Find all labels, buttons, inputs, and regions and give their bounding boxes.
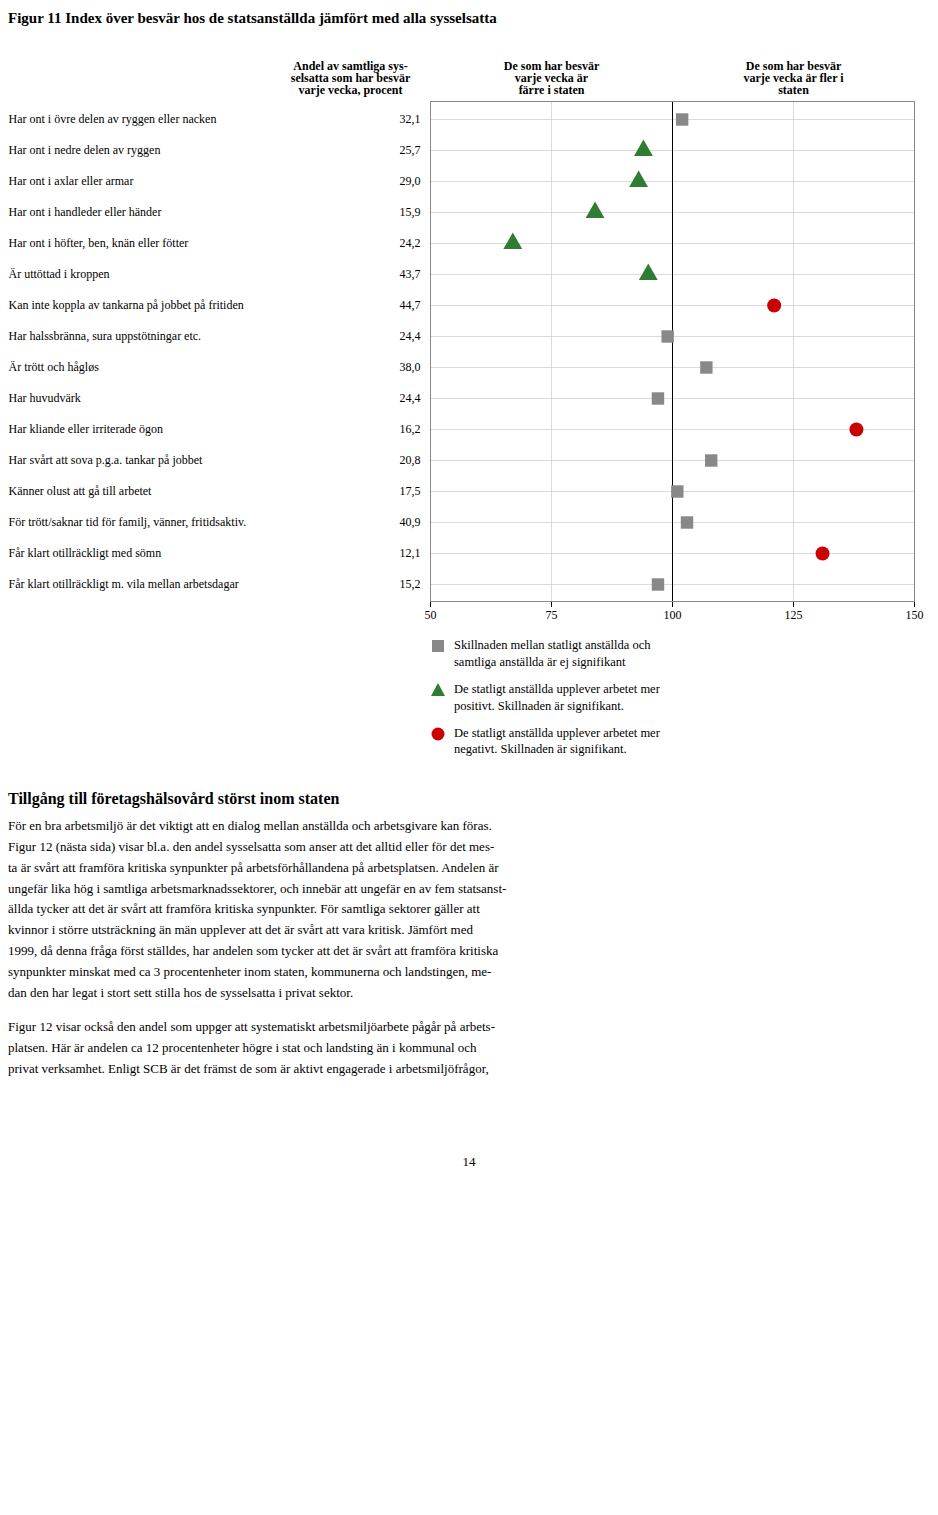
svg-text:43,7: 43,7 [400, 267, 421, 281]
html-text:För en bra arbetsmiljö är det: För en bra arbetsmiljö är det viktigt at… [8, 818, 507, 1000]
svg-text:Har ont i nedre delen av rygge: Har ont i nedre delen av ryggen [9, 143, 161, 157]
svg-text:Andel av samtliga sys-selsatta: Andel av samtliga sys-selsatta som har b… [291, 59, 411, 97]
svg-text:Är uttöttad i kroppen: Är uttöttad i kroppen [9, 267, 110, 281]
svg-text:Har svårt att sova p.g.a. tank: Har svårt att sova p.g.a. tankar på jobb… [9, 453, 204, 467]
svg-text:Känner olust att gå till arbet: Känner olust att gå till arbetet [9, 484, 153, 498]
svg-text:Har kliande eller irriterade ö: Har kliande eller irriterade ögon [9, 422, 164, 436]
html-text:Skillnaden mellan statligt ans: Skillnaden mellan statligt anställda och… [454, 638, 651, 669]
svg-text:Kan inte koppla av tankarna på: Kan inte koppla av tankarna på jobbet på… [9, 298, 244, 312]
svg-text:15,2: 15,2 [400, 577, 421, 591]
svg-text:Har huvudvärk: Har huvudvärk [9, 391, 81, 405]
svg-text:12,1: 12,1 [400, 546, 421, 560]
svg-text:24,2: 24,2 [400, 236, 421, 250]
svg-text:De som har besvärvarje vecka ä: De som har besvärvarje vecka är fler ist… [743, 59, 844, 97]
svg-text:16,2: 16,2 [400, 422, 421, 436]
html-text:Figur 12 visar också den andel: Figur 12 visar också den andel som uppge… [8, 1019, 495, 1076]
svg-text:För trött/saknar tid för famil: För trött/saknar tid för familj, vänner,… [9, 515, 247, 529]
svg-text:44,7: 44,7 [400, 298, 421, 312]
svg-text:Har halssbränna, sura uppstötn: Har halssbränna, sura uppstötningar etc. [9, 329, 202, 343]
svg-text:100: 100 [664, 608, 682, 622]
svg-text:20,8: 20,8 [400, 453, 421, 467]
html-text:Figur 11 Index över besvär hos: Figur 11 Index över besvär hos de statsa… [8, 10, 497, 26]
svg-text:50: 50 [425, 608, 437, 622]
svg-text:40,9: 40,9 [400, 515, 421, 529]
svg-text:29,0: 29,0 [400, 174, 421, 188]
svg-text:Får klart otillräckligt m. vil: Får klart otillräckligt m. vila mellan a… [9, 577, 239, 591]
svg-text:150: 150 [906, 608, 924, 622]
svg-text:Har ont i handleder eller händ: Har ont i handleder eller händer [9, 205, 162, 219]
svg-text:Har ont i övre delen av ryggen: Har ont i övre delen av ryggen eller nac… [9, 112, 217, 126]
svg-text:Är trött och hågløs: Är trött och hågløs [9, 360, 100, 374]
svg-text:125: 125 [785, 608, 803, 622]
svg-text:15,9: 15,9 [400, 205, 421, 219]
svg-text:24,4: 24,4 [400, 391, 421, 405]
svg-text:17,5: 17,5 [400, 484, 421, 498]
svg-text:24,4: 24,4 [400, 329, 421, 343]
svg-text:De som har besvärvarje vecka ä: De som har besvärvarje vecka ärfärre i s… [504, 59, 600, 97]
html-text:De statligt anställda upplever: De statligt anställda upplever arbetet m… [454, 725, 660, 757]
svg-text:Får klart otillräckligt med sö: Får klart otillräckligt med sömn [9, 546, 162, 560]
html-text:14: 14 [462, 1153, 476, 1169]
html-text:Tillgång till företagshälsovår: Tillgång till företagshälsovård störst i… [8, 790, 340, 808]
svg-text:Har ont i axlar eller armar: Har ont i axlar eller armar [9, 174, 134, 188]
svg-text:38,0: 38,0 [400, 360, 421, 374]
svg-text:25,7: 25,7 [400, 143, 421, 157]
svg-text:32,1: 32,1 [400, 112, 421, 126]
svg-text:75: 75 [546, 608, 558, 622]
html-text:De statligt anställda upplever: De statligt anställda upplever arbetet m… [454, 681, 660, 713]
svg-text:Har ont i höfter, ben, knän el: Har ont i höfter, ben, knän eller fötter [9, 236, 189, 250]
